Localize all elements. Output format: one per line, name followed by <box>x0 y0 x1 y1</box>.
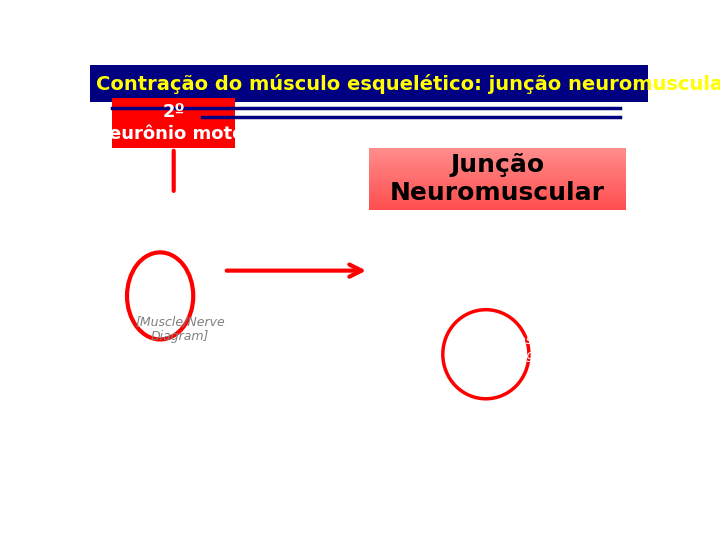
FancyBboxPatch shape <box>369 187 626 188</box>
FancyBboxPatch shape <box>369 161 626 163</box>
FancyBboxPatch shape <box>112 98 235 148</box>
FancyBboxPatch shape <box>369 189 626 191</box>
FancyBboxPatch shape <box>369 186 626 187</box>
FancyBboxPatch shape <box>369 171 626 172</box>
FancyBboxPatch shape <box>369 174 626 176</box>
FancyBboxPatch shape <box>369 173 626 175</box>
FancyBboxPatch shape <box>369 197 626 198</box>
FancyBboxPatch shape <box>369 199 626 201</box>
FancyBboxPatch shape <box>369 148 626 150</box>
FancyBboxPatch shape <box>369 183 626 184</box>
FancyBboxPatch shape <box>369 181 626 183</box>
FancyBboxPatch shape <box>369 147 626 149</box>
FancyBboxPatch shape <box>369 206 626 207</box>
FancyBboxPatch shape <box>369 176 626 177</box>
FancyBboxPatch shape <box>369 184 626 185</box>
FancyBboxPatch shape <box>369 158 626 159</box>
FancyBboxPatch shape <box>369 166 626 168</box>
FancyBboxPatch shape <box>369 194 626 196</box>
FancyBboxPatch shape <box>369 182 626 183</box>
Text: 2º: 2º <box>163 103 185 121</box>
FancyBboxPatch shape <box>369 180 626 181</box>
FancyBboxPatch shape <box>369 204 626 205</box>
FancyBboxPatch shape <box>369 202 626 204</box>
FancyBboxPatch shape <box>369 168 626 170</box>
FancyBboxPatch shape <box>369 192 626 194</box>
FancyBboxPatch shape <box>369 185 626 186</box>
FancyBboxPatch shape <box>369 170 626 171</box>
FancyBboxPatch shape <box>369 191 626 193</box>
FancyBboxPatch shape <box>369 188 626 190</box>
Text: Neurônio motor: Neurônio motor <box>94 125 253 143</box>
FancyBboxPatch shape <box>369 207 626 208</box>
FancyBboxPatch shape <box>369 157 626 158</box>
FancyBboxPatch shape <box>369 179 626 180</box>
FancyBboxPatch shape <box>369 199 626 200</box>
FancyBboxPatch shape <box>369 172 626 173</box>
FancyBboxPatch shape <box>369 190 626 192</box>
FancyBboxPatch shape <box>369 167 626 168</box>
FancyBboxPatch shape <box>369 153 626 154</box>
FancyBboxPatch shape <box>369 160 626 161</box>
FancyBboxPatch shape <box>369 198 626 199</box>
FancyBboxPatch shape <box>369 178 626 179</box>
FancyBboxPatch shape <box>369 201 626 203</box>
FancyBboxPatch shape <box>369 172 626 174</box>
Text: [Microscope
Image]: [Microscope Image] <box>488 334 563 362</box>
FancyBboxPatch shape <box>369 151 626 152</box>
FancyBboxPatch shape <box>369 152 626 153</box>
FancyBboxPatch shape <box>369 195 626 197</box>
Text: Junção: Junção <box>450 153 544 178</box>
FancyBboxPatch shape <box>369 200 626 202</box>
FancyBboxPatch shape <box>369 150 626 151</box>
FancyBboxPatch shape <box>369 193 626 195</box>
FancyBboxPatch shape <box>369 163 626 165</box>
FancyBboxPatch shape <box>90 65 648 102</box>
FancyBboxPatch shape <box>369 156 626 157</box>
FancyBboxPatch shape <box>369 159 626 160</box>
Text: Contração do músculo esquelético: junção neuromuscular: Contração do músculo esquelético: junção… <box>96 73 720 93</box>
FancyBboxPatch shape <box>369 209 626 210</box>
FancyBboxPatch shape <box>369 162 626 164</box>
FancyBboxPatch shape <box>369 155 626 156</box>
FancyBboxPatch shape <box>369 208 626 210</box>
FancyBboxPatch shape <box>369 205 626 206</box>
FancyBboxPatch shape <box>369 164 626 166</box>
FancyBboxPatch shape <box>369 154 626 155</box>
FancyBboxPatch shape <box>369 165 626 167</box>
Text: [Muscle/Nerve
Diagram]: [Muscle/Nerve Diagram] <box>135 315 225 343</box>
FancyBboxPatch shape <box>369 177 626 178</box>
Text: Neuromuscular: Neuromuscular <box>390 181 605 205</box>
